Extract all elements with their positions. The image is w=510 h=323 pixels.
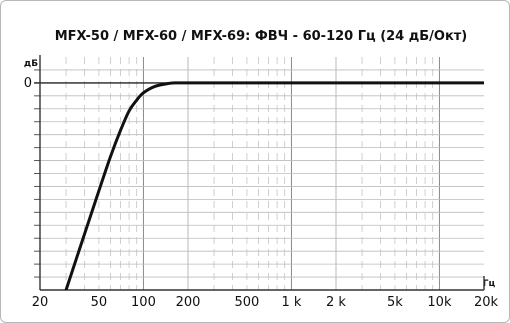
x-tick-label: 50 — [91, 295, 108, 310]
x-tick-label: 100 — [131, 295, 156, 310]
y-axis-label: дБ — [24, 59, 38, 69]
x-tick-label: 5k — [387, 295, 403, 310]
y-tick-label: 0 — [24, 76, 32, 91]
x-tick-label: 10k — [427, 295, 452, 310]
x-axis-label: Гц — [483, 279, 496, 289]
response-curve — [64, 81, 484, 290]
x-tick-label: 500 — [234, 295, 259, 310]
grid-layer — [34, 55, 485, 291]
series-layer — [64, 81, 484, 290]
x-tick-label: 20 — [32, 295, 49, 310]
chart-title: MFX-50 / MFX-60 / MFX-69: ФВЧ - 60-120 Г… — [55, 29, 468, 44]
x-tick-label: 20k — [474, 295, 499, 310]
x-tick-label: 1 k — [281, 295, 301, 310]
x-tick-label: 2 k — [326, 295, 346, 310]
tick-label-layer: 20 50 100 200 500 1 k 2 k 5k 10k 20k 0 — [24, 76, 499, 310]
x-tick-label: 200 — [176, 295, 201, 310]
